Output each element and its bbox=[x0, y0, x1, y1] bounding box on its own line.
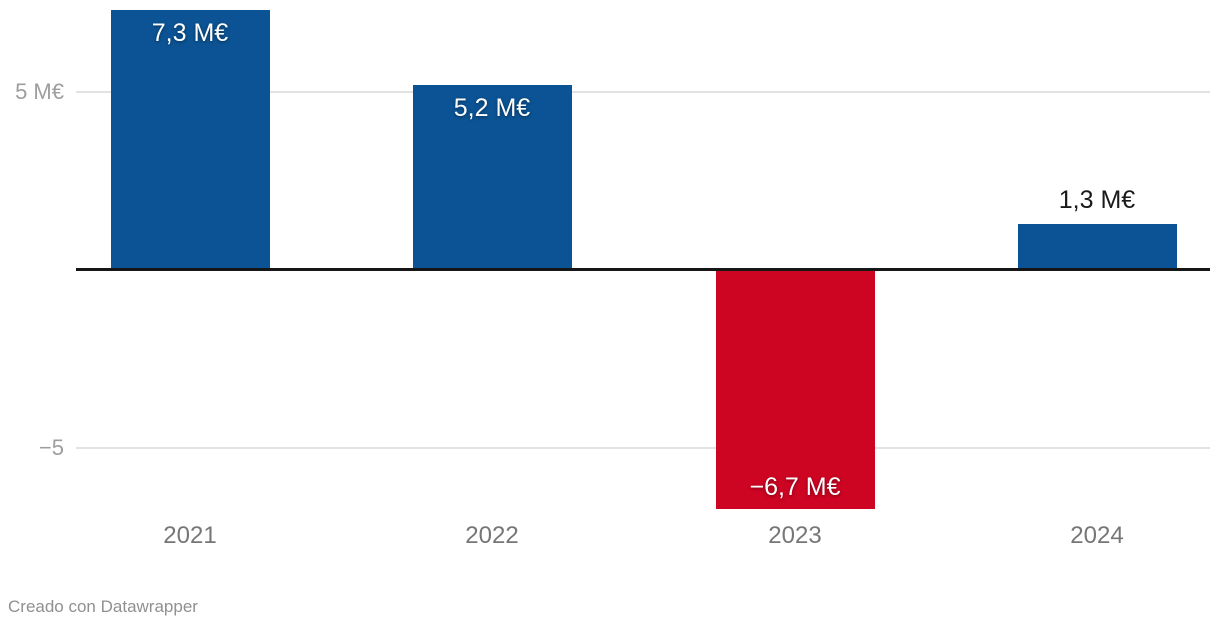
y-axis-tick-label: −5 bbox=[38, 435, 64, 460]
attribution-text: Creado con Datawrapper bbox=[8, 597, 198, 616]
value-label-2024: 1,3 M€ bbox=[1058, 186, 1136, 214]
bar-2024[interactable] bbox=[1017, 224, 1177, 270]
bar-2023[interactable] bbox=[715, 270, 875, 509]
x-axis-label-2021: 2021 bbox=[163, 522, 217, 549]
value-label-2021: 7,3 M€ bbox=[151, 19, 229, 47]
zero-baseline bbox=[76, 268, 1210, 271]
gridline-5 bbox=[76, 91, 1210, 93]
x-axis-label-2022: 2022 bbox=[465, 522, 519, 549]
bar-2021[interactable] bbox=[110, 10, 270, 270]
bar-2022[interactable] bbox=[412, 85, 572, 270]
gridline--5 bbox=[76, 447, 1210, 449]
value-label-2023: −6,7 M€ bbox=[749, 473, 841, 501]
y-axis-tick-label: 5 M€ bbox=[15, 79, 64, 104]
value-label-2022: 5,2 M€ bbox=[453, 94, 531, 122]
x-axis-label-2024: 2024 bbox=[1070, 522, 1124, 549]
x-axis-label-2023: 2023 bbox=[768, 522, 822, 549]
